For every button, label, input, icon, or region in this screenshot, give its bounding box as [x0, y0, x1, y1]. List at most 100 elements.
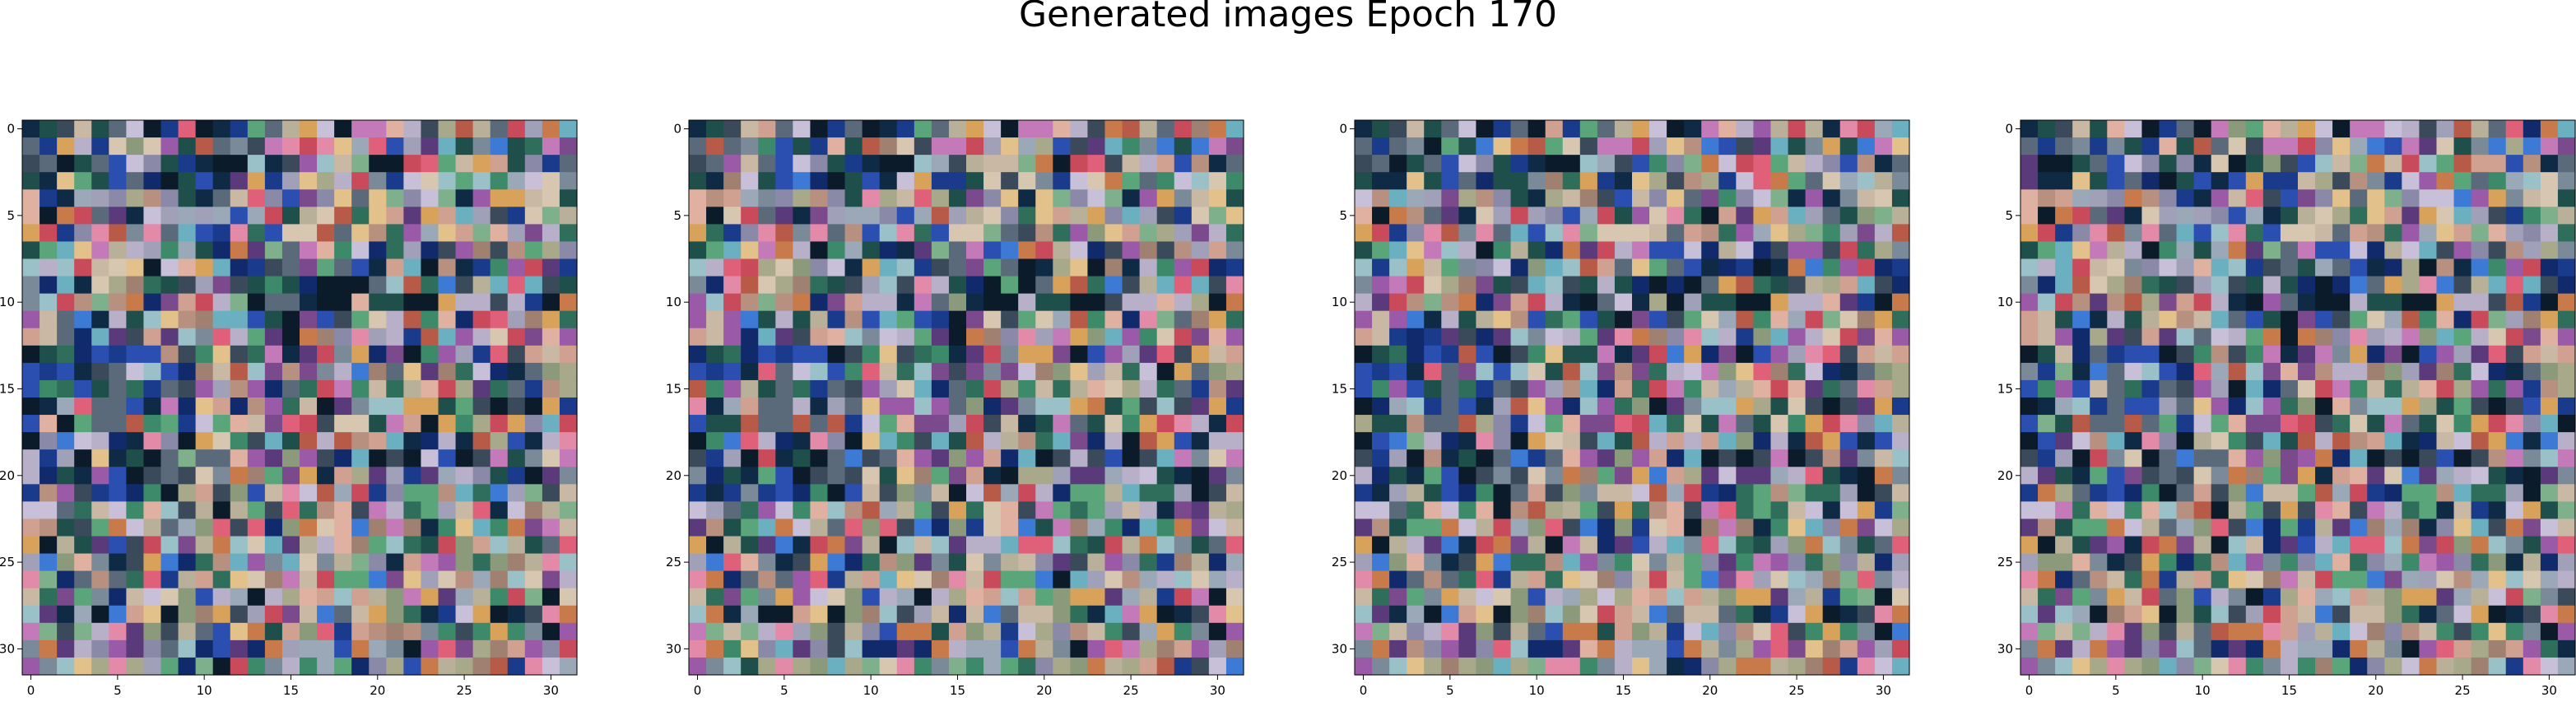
pixel-cell: [1753, 432, 1772, 450]
pixel-cell: [178, 137, 197, 156]
pixel-cell: [1632, 415, 1650, 433]
pixel-cell: [91, 570, 109, 589]
pixel-cell: [2350, 639, 2368, 658]
pixel-cell: [2471, 345, 2490, 364]
pixel-cell: [1770, 207, 1789, 225]
pixel-cell: [983, 622, 1002, 641]
pixel-cell: [1527, 398, 1546, 416]
pixel-cell: [1649, 155, 1667, 173]
pixel-cell: [386, 379, 404, 398]
pixel-cell: [2193, 276, 2212, 295]
pixel-cell: [1018, 328, 1036, 346]
pixel-cell: [1208, 639, 1227, 658]
pixel-cell: [1139, 155, 1158, 173]
pixel-cell: [862, 241, 881, 260]
pixel-cell: [1407, 258, 1425, 277]
pixel-cell: [2228, 449, 2247, 467]
pixel-cell: [966, 362, 984, 381]
pixel-cell: [1087, 120, 1106, 138]
pixel-cell: [334, 293, 352, 312]
pixel-cell: [1087, 172, 1106, 190]
pixel-cell: [827, 310, 846, 329]
pixel-cell: [386, 276, 404, 295]
pixel-cell: [1156, 467, 1175, 485]
pixel-cell: [1510, 328, 1529, 346]
pixel-cell: [1225, 345, 1244, 364]
pixel-cell: [264, 570, 283, 589]
pixel-cell: [1736, 553, 1755, 572]
pixel-cell: [212, 570, 231, 589]
pixel-cell: [2038, 484, 2056, 502]
pixel-cell: [524, 172, 543, 190]
pixel-cell: [2350, 241, 2368, 260]
pixel-cell: [827, 432, 846, 450]
pixel-cell: [1441, 345, 1459, 364]
pixel-cell: [334, 120, 352, 138]
pixel-cell: [1667, 570, 1685, 589]
pixel-cell: [2315, 415, 2333, 433]
pixel-cell: [559, 172, 578, 190]
pixel-cell: [1874, 241, 1893, 260]
pixel-cell: [2176, 415, 2195, 433]
pixel-cell: [126, 484, 145, 502]
pixel-cell: [40, 449, 58, 467]
pixel-cell: [1684, 258, 1702, 277]
pixel-cell: [143, 207, 162, 225]
pixel-cell: [1424, 379, 1442, 398]
pixel-cell: [126, 137, 145, 156]
pixel-cell: [1441, 432, 1459, 450]
pixel-cell: [2072, 241, 2090, 260]
pixel-cell: [1476, 570, 1495, 589]
pixel-grid: [22, 120, 578, 676]
pixel-cell: [1225, 137, 1244, 156]
pixel-cell: [2193, 536, 2212, 555]
pixel-cell: [57, 536, 75, 555]
pixel-cell: [126, 328, 145, 346]
pixel-cell: [1736, 484, 1755, 502]
pixel-cell: [2038, 570, 2056, 589]
pixel-cell: [1614, 605, 1633, 624]
pixel-cell: [2419, 432, 2438, 450]
pixel-cell: [1070, 379, 1089, 398]
pixel-cell: [793, 398, 811, 416]
pixel-cell: [1891, 241, 1910, 260]
pixel-cell: [2315, 570, 2333, 589]
pixel-cell: [455, 639, 474, 658]
pixel-cell: [2176, 258, 2195, 277]
pixel-cell: [281, 484, 300, 502]
pixel-cell: [2384, 518, 2402, 537]
pixel-cell: [351, 293, 370, 312]
pixel-cell: [195, 657, 214, 676]
pixel-cell: [914, 241, 932, 260]
pixel-cell: [1225, 501, 1244, 520]
pixel-cell: [1839, 570, 1858, 589]
pixel-cell: [559, 449, 578, 467]
pixel-cell: [689, 345, 707, 364]
pixel-cell: [40, 415, 58, 433]
pixel-cell: [212, 415, 231, 433]
pixel-cell: [57, 258, 75, 277]
pixel-cell: [1053, 293, 1071, 312]
pixel-cell: [793, 622, 811, 641]
pixel-cell: [369, 553, 387, 572]
pixel-cell: [1001, 588, 1019, 607]
pixel-cell: [40, 276, 58, 295]
pixel-cell: [247, 345, 266, 364]
pixel-cell: [2107, 570, 2125, 589]
pixel-cell: [2384, 432, 2402, 450]
pixel-cell: [706, 484, 724, 502]
pixel-cell: [1001, 467, 1019, 485]
pixel-cell: [1839, 345, 1858, 364]
pixel-cell: [281, 398, 300, 416]
pixel-cell: [40, 657, 58, 676]
pixel-cell: [524, 657, 543, 676]
pixel-cell: [2228, 415, 2247, 433]
pixel-cell: [1753, 639, 1772, 658]
pixel-cell: [490, 484, 509, 502]
pixel-cell: [896, 258, 915, 277]
pixel-cell: [1562, 293, 1581, 312]
pixel-cell: [1087, 415, 1106, 433]
pixel-cell: [1667, 189, 1685, 207]
pixel-cell: [1510, 155, 1529, 173]
pixel-cell: [40, 605, 58, 624]
